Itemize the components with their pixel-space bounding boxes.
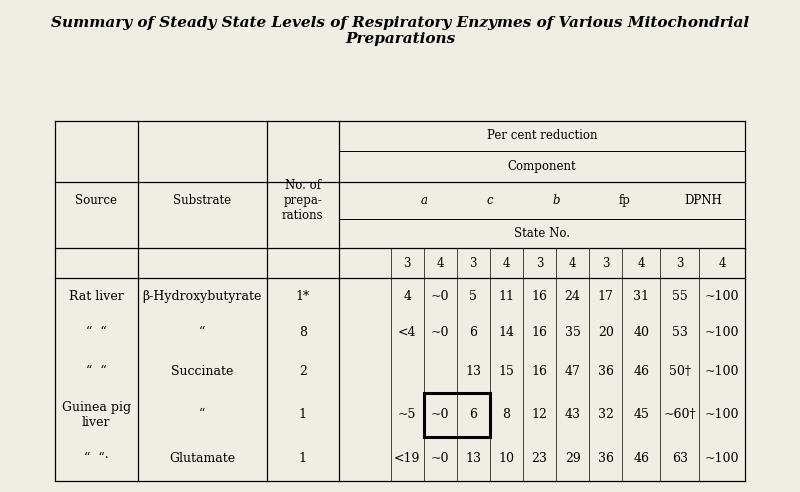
Text: 1*: 1* (296, 290, 310, 303)
Text: ~100: ~100 (705, 366, 739, 378)
Text: 4: 4 (403, 290, 411, 303)
Text: 13: 13 (466, 366, 482, 378)
Text: 35: 35 (565, 326, 581, 339)
Text: 6: 6 (470, 326, 478, 339)
Text: <4: <4 (398, 326, 417, 339)
Text: 13: 13 (466, 452, 482, 465)
Text: 2: 2 (299, 366, 307, 378)
Text: 45: 45 (634, 408, 649, 421)
Text: 32: 32 (598, 408, 614, 421)
Text: 24: 24 (565, 290, 581, 303)
Text: a: a (420, 194, 427, 207)
Text: 4: 4 (718, 257, 726, 270)
Text: 43: 43 (565, 408, 581, 421)
Text: Succinate: Succinate (171, 366, 234, 378)
Text: 3: 3 (536, 257, 543, 270)
Text: 63: 63 (672, 452, 688, 465)
Text: Substrate: Substrate (173, 194, 231, 207)
Text: 46: 46 (634, 366, 650, 378)
Text: ~60†: ~60† (663, 408, 696, 421)
Text: ~0: ~0 (431, 452, 450, 465)
Text: Source: Source (75, 194, 117, 207)
Text: “  “: “ “ (86, 326, 106, 339)
Text: Glutamate: Glutamate (169, 452, 235, 465)
Text: 16: 16 (531, 326, 547, 339)
Text: 4: 4 (502, 257, 510, 270)
Bar (424, 393, 490, 437)
Text: ~0: ~0 (431, 290, 450, 303)
Text: ~100: ~100 (705, 290, 739, 303)
Text: 53: 53 (672, 326, 688, 339)
Text: “  “·: “ “· (84, 452, 109, 465)
Text: 12: 12 (531, 408, 547, 421)
Text: 1: 1 (299, 408, 307, 421)
Text: 14: 14 (498, 326, 514, 339)
Text: 3: 3 (602, 257, 610, 270)
Text: 50†: 50† (669, 366, 690, 378)
Text: β-Hydroxybutyrate: β-Hydroxybutyrate (142, 290, 262, 303)
Text: 4: 4 (638, 257, 645, 270)
Text: 4: 4 (437, 257, 444, 270)
Text: State No.: State No. (514, 227, 570, 240)
Text: b: b (552, 194, 560, 207)
Text: fp: fp (618, 194, 630, 207)
Text: “  “: “ “ (86, 366, 106, 378)
Text: c: c (486, 194, 493, 207)
Text: 3: 3 (470, 257, 477, 270)
Text: Summary of Steady State Levels of Respiratory Enzymes of Various Mitochondrial
P: Summary of Steady State Levels of Respir… (51, 16, 749, 46)
Text: Per cent reduction: Per cent reduction (486, 129, 598, 142)
Text: No. of
prepa-
rations: No. of prepa- rations (282, 179, 324, 222)
Text: 10: 10 (498, 452, 514, 465)
Text: 36: 36 (598, 452, 614, 465)
Text: 16: 16 (531, 366, 547, 378)
Text: 8: 8 (299, 326, 307, 339)
Text: 36: 36 (598, 366, 614, 378)
Text: Guinea pig
liver: Guinea pig liver (62, 401, 130, 429)
Text: ~100: ~100 (705, 452, 739, 465)
Text: 20: 20 (598, 326, 614, 339)
Text: 3: 3 (676, 257, 683, 270)
Text: <19: <19 (394, 452, 420, 465)
Text: 23: 23 (531, 452, 547, 465)
Text: 29: 29 (565, 452, 581, 465)
Text: ~100: ~100 (705, 408, 739, 421)
Text: ~0: ~0 (431, 326, 450, 339)
Text: “: “ (199, 326, 206, 339)
Text: 16: 16 (531, 290, 547, 303)
Text: 11: 11 (498, 290, 514, 303)
Text: 1: 1 (299, 452, 307, 465)
Text: Rat liver: Rat liver (69, 290, 123, 303)
Text: DPNH: DPNH (684, 194, 722, 207)
Text: 55: 55 (672, 290, 688, 303)
Text: “: “ (199, 408, 206, 421)
Text: 4: 4 (569, 257, 576, 270)
Text: ~100: ~100 (705, 326, 739, 339)
Text: 15: 15 (498, 366, 514, 378)
Text: ~0: ~0 (431, 408, 450, 421)
Text: 5: 5 (470, 290, 478, 303)
Text: 31: 31 (634, 290, 650, 303)
Text: 6: 6 (470, 408, 478, 421)
Text: 17: 17 (598, 290, 614, 303)
Text: 3: 3 (403, 257, 411, 270)
Text: 8: 8 (502, 408, 510, 421)
Text: 46: 46 (634, 452, 650, 465)
Text: 40: 40 (634, 326, 650, 339)
Text: Component: Component (508, 160, 576, 173)
Text: 47: 47 (565, 366, 581, 378)
Text: ~5: ~5 (398, 408, 416, 421)
